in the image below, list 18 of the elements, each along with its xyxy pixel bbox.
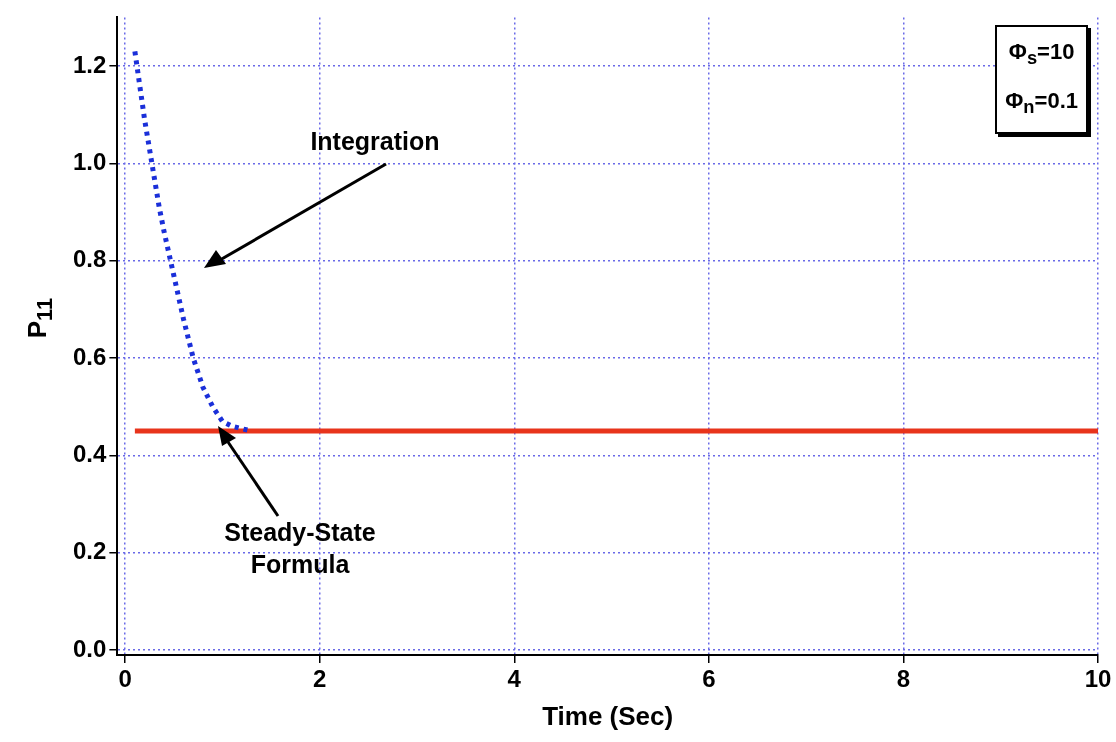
annotation: Φ$_{n}$=0.1 <box>1005 86 1078 120</box>
y-tick-label: 0.8 <box>72 245 107 273</box>
y-tick-label: 1.0 <box>72 148 107 176</box>
x-tick-label: 6 <box>702 665 716 693</box>
y-tick-label: 0.4 <box>72 440 107 468</box>
y-tick-label: 1.2 <box>72 50 107 78</box>
x-tick-label: 0 <box>118 665 132 693</box>
annotation: Integration <box>309 127 441 156</box>
y-tick-label: 0.2 <box>72 537 107 565</box>
x-tick-label: 8 <box>896 665 911 693</box>
annotation: Φ$_{s}$=10 <box>1007 38 1076 71</box>
x-tick-label: 2 <box>313 665 327 693</box>
annotation: Steady-State Formula <box>223 517 377 580</box>
y-tick-label: 0.0 <box>72 634 107 662</box>
y-tick-label: 0.6 <box>72 342 107 370</box>
x-tick-label: 4 <box>507 665 522 693</box>
x-axis-title: Time (Sec) <box>542 700 674 731</box>
x-tick-label: 10 <box>1084 665 1112 693</box>
